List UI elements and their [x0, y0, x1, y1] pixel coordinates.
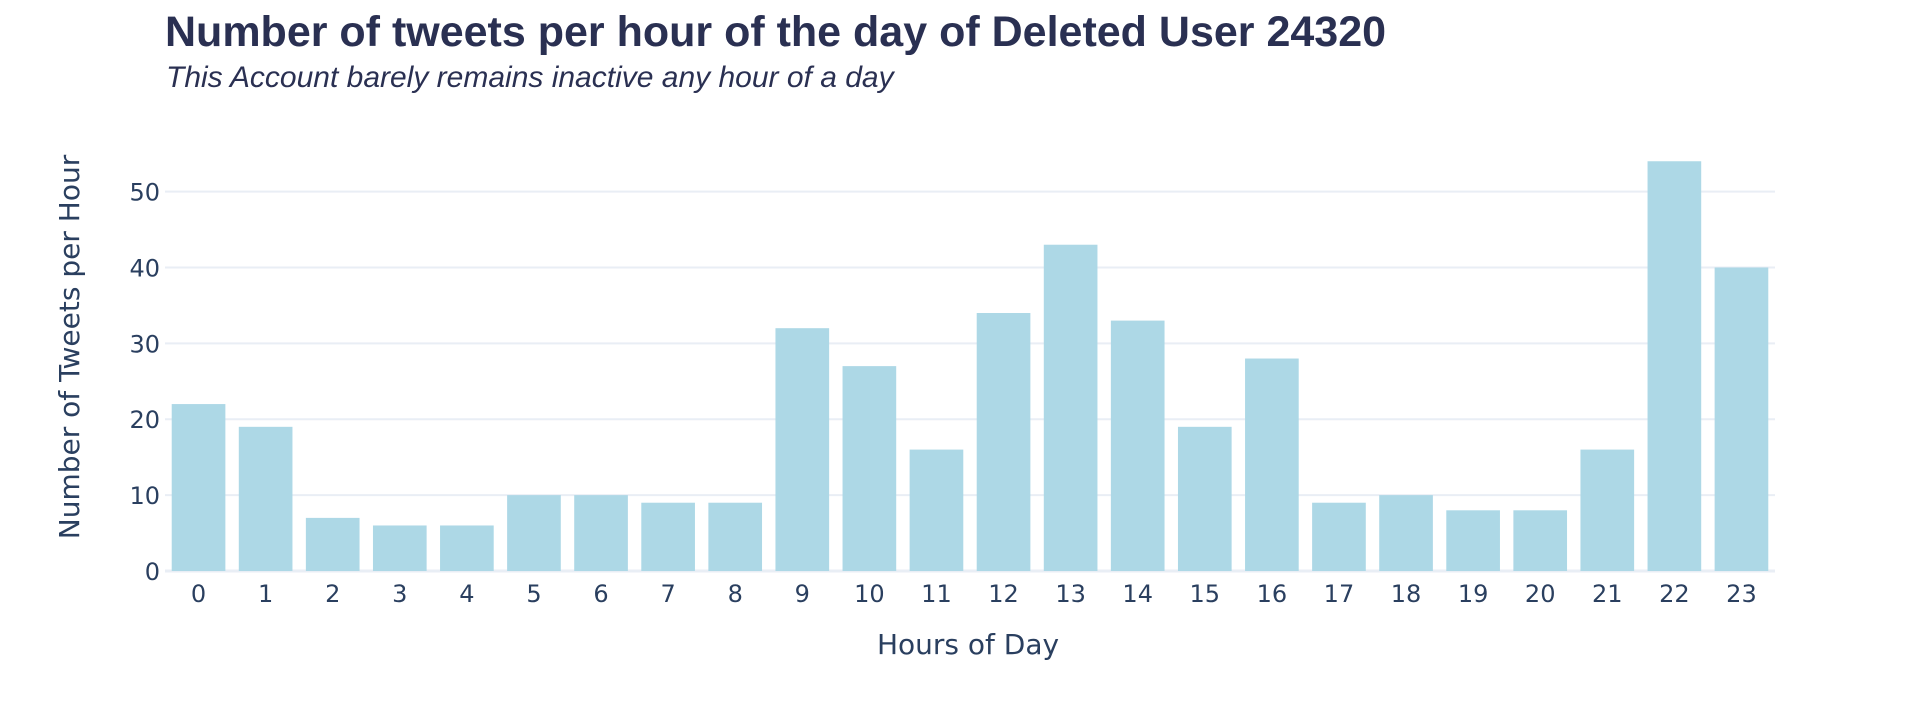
x-tick-label: 15: [1190, 580, 1221, 608]
bar-hour-17: [1312, 502, 1366, 571]
bar-hour-11: [909, 449, 964, 571]
x-tick-label: 6: [593, 580, 608, 608]
x-tick-label: 19: [1458, 580, 1489, 608]
x-tick-label: 3: [392, 580, 407, 608]
x-tick-label: 1: [258, 580, 273, 608]
bar-hour-1: [238, 426, 293, 571]
bar-hour-3: [372, 525, 427, 571]
x-tick-label: 17: [1324, 580, 1355, 608]
chart-title: Number of tweets per hour of the day of …: [165, 8, 1387, 56]
bar-hour-13: [1043, 244, 1098, 571]
x-tick-label: 11: [921, 580, 952, 608]
y-tick-label: 30: [129, 330, 160, 358]
bar-hour-15: [1177, 426, 1232, 571]
x-tick-label: 0: [191, 580, 206, 608]
bar-hour-5: [507, 495, 561, 571]
gridlines: [165, 190, 1775, 573]
chart-subtitle: This Account barely remains inactive any…: [166, 61, 894, 94]
x-tick-label: 7: [660, 580, 675, 608]
x-tick-label: 16: [1257, 580, 1288, 608]
x-tick-label: 9: [795, 580, 810, 608]
x-tick-label: 14: [1122, 580, 1153, 608]
y-tick-label: 20: [129, 406, 160, 434]
bar-hour-0: [171, 404, 226, 571]
bar-hour-12: [976, 313, 1031, 571]
x-tick-label: 2: [325, 580, 340, 608]
x-tick-label: 10: [854, 580, 885, 608]
x-tick-label: 20: [1525, 580, 1556, 608]
bar-hour-18: [1379, 495, 1433, 571]
bars: [171, 161, 1769, 572]
y-tick-label: 50: [129, 179, 160, 207]
bar-hour-19: [1446, 510, 1500, 571]
bar-hour-8: [708, 502, 763, 571]
bar-hour-21: [1580, 449, 1635, 571]
bar-hour-9: [775, 328, 830, 571]
y-axis-title: Number of Tweets per Hour: [53, 154, 86, 539]
x-tick-label: 21: [1592, 580, 1623, 608]
bar-hour-4: [440, 525, 494, 571]
bar-hour-22: [1647, 161, 1702, 572]
x-tick-label: 12: [988, 580, 1019, 608]
bar-hour-6: [574, 495, 628, 571]
bar-hour-14: [1110, 320, 1165, 571]
x-tick-label: 4: [459, 580, 474, 608]
y-tick-label: 0: [145, 558, 160, 586]
y-tick-label: 10: [129, 482, 160, 510]
x-tick-label: 5: [526, 580, 541, 608]
x-tick-label: 8: [728, 580, 743, 608]
bar-hour-23: [1714, 267, 1769, 571]
x-tick-label: 23: [1726, 580, 1757, 608]
y-axis-ticks: 0 10 20 30 40 50: [129, 179, 160, 586]
x-axis-title: Hours of Day: [877, 628, 1059, 661]
x-axis-ticks: 0 1 2 3 4 5 6 7 8 9 10 11 12 13 14 15 16 17 18 19 20 21 22 23: [191, 580, 1757, 608]
bar-hour-10: [842, 366, 897, 571]
x-tick-label: 18: [1391, 580, 1422, 608]
y-tick-label: 40: [129, 254, 160, 282]
bar-hour-7: [641, 502, 695, 571]
bar-hour-16: [1245, 358, 1299, 571]
bar-hour-2: [305, 517, 360, 571]
x-tick-label: 13: [1055, 580, 1086, 608]
bar-hour-20: [1513, 510, 1568, 571]
x-tick-label: 22: [1659, 580, 1690, 608]
